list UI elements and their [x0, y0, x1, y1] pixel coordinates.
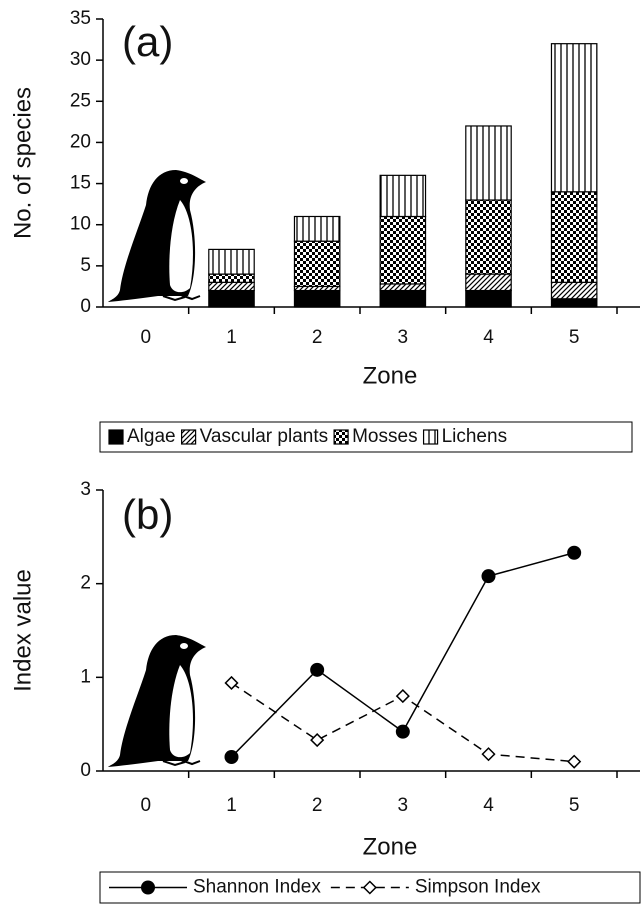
bar-segment	[465, 125, 512, 201]
y-tick-label: 15	[70, 173, 91, 194]
x-tick-label: 5	[569, 795, 580, 816]
bar-segment	[465, 199, 512, 275]
bar-segment	[293, 215, 341, 242]
point	[567, 754, 582, 769]
point	[395, 724, 410, 739]
legend-swatch	[181, 429, 197, 445]
bar-segment	[208, 289, 255, 308]
legend-swatch	[108, 429, 124, 445]
bar-segment	[379, 174, 427, 218]
legend-box	[99, 871, 641, 904]
x-tick-label: 4	[483, 327, 494, 348]
bar-segment	[379, 215, 427, 285]
y-tick-label: 5	[80, 255, 91, 276]
legend-label: Algae	[127, 426, 176, 447]
bar-segment	[208, 273, 255, 283]
bar-segment	[379, 283, 427, 292]
point	[224, 749, 239, 764]
bar-segment	[293, 285, 341, 292]
panel-label: (b)	[122, 491, 173, 538]
x-axis-title: Zone	[363, 833, 418, 860]
bar-segment	[550, 298, 598, 308]
bar-segment	[465, 273, 512, 292]
legend-label: Shannon Index	[193, 877, 321, 898]
x-tick-label: 4	[483, 795, 494, 816]
bar-segment	[550, 191, 598, 283]
point	[395, 689, 410, 704]
point	[310, 733, 325, 748]
point	[310, 662, 325, 677]
point	[224, 675, 239, 691]
legend-swatch	[333, 429, 349, 445]
y-tick-label: 0	[80, 760, 91, 781]
bar-segment	[379, 289, 427, 308]
y-tick-label: 30	[70, 49, 91, 70]
y-axis-title: Index value	[9, 569, 36, 692]
x-tick-label: 0	[141, 327, 152, 348]
y-tick-label: 0	[80, 296, 91, 317]
y-tick-label: 2	[80, 573, 91, 594]
panel-label: (a)	[122, 18, 173, 65]
x-tick-label: 1	[226, 795, 237, 816]
legend-label: Simpson Index	[415, 877, 541, 898]
legend-label: Mosses	[352, 426, 417, 447]
legend-marker	[141, 880, 155, 895]
bar-segment	[208, 248, 255, 275]
legend-box	[99, 421, 633, 453]
bar-segment	[293, 289, 341, 308]
y-tick-label: 20	[70, 131, 91, 152]
point	[567, 545, 582, 560]
y-tick-label: 10	[70, 214, 91, 235]
bar-segment	[550, 281, 598, 300]
x-tick-label: 5	[569, 327, 580, 348]
y-tick-label: 3	[80, 479, 91, 500]
point	[481, 569, 496, 584]
legend-label: Vascular plants	[200, 426, 329, 447]
y-tick-label: 1	[80, 666, 91, 687]
penguin-icon	[107, 169, 207, 303]
y-axis-title: No. of species	[9, 87, 36, 239]
x-tick-label: 1	[226, 327, 237, 348]
bar-segment	[550, 43, 598, 193]
x-axis-title: Zone	[363, 362, 418, 389]
y-tick-label: 25	[70, 90, 91, 111]
penguin-icon	[107, 634, 207, 768]
legend-label: Lichens	[442, 426, 508, 447]
legend-marker	[362, 880, 377, 895]
legend-swatch	[422, 429, 439, 445]
x-tick-label: 2	[312, 795, 323, 816]
bar-segment	[208, 281, 255, 292]
y-tick-label: 35	[70, 8, 91, 29]
x-tick-label: 2	[312, 327, 323, 348]
bar-segment	[293, 240, 341, 288]
x-tick-label: 3	[398, 327, 409, 348]
x-tick-label: 3	[398, 795, 409, 816]
point	[481, 747, 496, 762]
bar-segment	[465, 289, 512, 308]
x-tick-label: 0	[141, 795, 152, 816]
